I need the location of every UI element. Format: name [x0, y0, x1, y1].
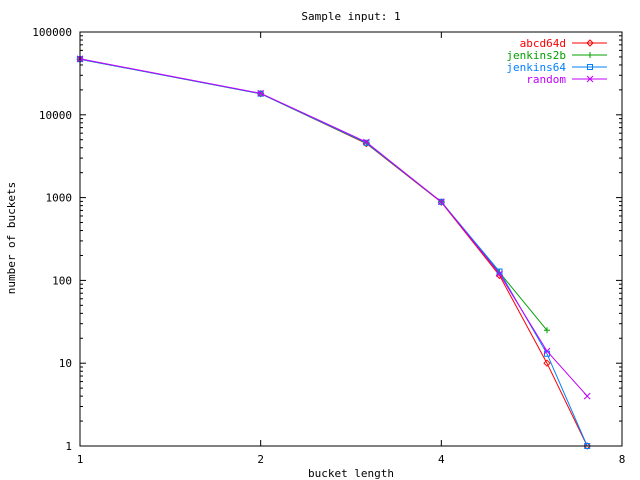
- data-point-jenkins2b: [544, 327, 551, 334]
- data-point-jenkins64: [257, 90, 264, 97]
- y-tick-label: 10: [59, 357, 72, 370]
- y-tick-label: 1: [65, 440, 72, 453]
- legend-label-jenkins64: jenkins64: [506, 61, 566, 74]
- legend-marker-jenkins64: [587, 64, 593, 70]
- data-point-abcd64d: [543, 359, 551, 367]
- y-tick-label: 10000: [39, 109, 72, 122]
- series-layer: [76, 55, 591, 450]
- plot-area-frame: [79, 31, 623, 447]
- data-point-random: [257, 89, 265, 97]
- data-point-jenkins64: [438, 198, 445, 205]
- x-axis-label: bucket length: [308, 467, 394, 480]
- legend-label-abcd64d: abcd64d: [520, 37, 566, 50]
- y-tick-label: 1000: [46, 192, 73, 205]
- y-axis-label: number of buckets: [5, 182, 18, 295]
- legend-label-jenkins2b: jenkins2b: [506, 49, 566, 62]
- chart-title: Sample input: 1: [301, 10, 400, 23]
- legend-marker-random: [586, 75, 594, 83]
- data-point-random: [496, 270, 503, 278]
- data-point-random: [543, 347, 551, 355]
- legend-marker-jenkins2b: [587, 52, 593, 58]
- x-tick-label: 2: [257, 453, 264, 466]
- x-tick-label: 1: [77, 453, 84, 466]
- data-point-random: [437, 198, 445, 206]
- y-tick-label: 100: [52, 274, 72, 287]
- x-tick-label: 8: [619, 453, 626, 466]
- legend-label-random: random: [526, 73, 566, 86]
- data-point-jenkins64: [363, 139, 370, 146]
- data-point-random: [362, 138, 370, 146]
- y-tick-label: 100000: [32, 26, 72, 39]
- data-point-random: [583, 392, 591, 400]
- series-random: [76, 55, 591, 400]
- x-tick-label: 4: [438, 453, 445, 466]
- legend-marker-abcd64d: [586, 39, 594, 47]
